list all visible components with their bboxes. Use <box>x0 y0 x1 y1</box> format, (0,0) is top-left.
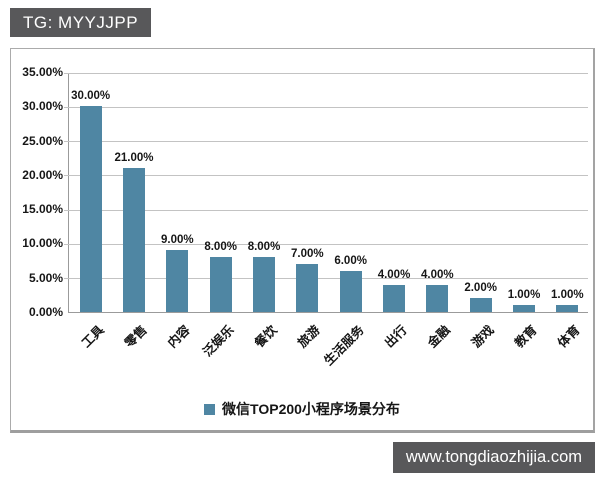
gridline <box>64 72 588 74</box>
bar-value-label: 4.00% <box>421 268 454 281</box>
y-tick-label: 20.00% <box>22 167 63 182</box>
y-tick-label: 25.00% <box>22 133 63 148</box>
gridline <box>64 278 588 280</box>
bar-value-label: 1.00% <box>507 289 541 302</box>
bar <box>469 298 492 312</box>
bar <box>209 257 232 312</box>
y-tick-label: 5.00% <box>28 270 63 285</box>
plot-area: 30.00% 21.00% 9.00% 8.00% 8.00% 7.00% 6.00% 4.0… <box>64 72 588 313</box>
y-tick-label: 35.00% <box>22 65 63 79</box>
bar-value-label: 6.00% <box>334 254 367 267</box>
legend: 微信TOP200小程序场景分布 <box>11 399 593 419</box>
bar <box>253 257 275 312</box>
bar-value-label: 8.00% <box>247 241 281 254</box>
y-tick-label: 30.00% <box>22 99 63 114</box>
source-tag: TG: MYYJJPP <box>10 8 152 37</box>
bar-value-label: 30.00% <box>71 90 111 103</box>
bar-value-label: 7.00% <box>291 248 324 260</box>
watermark: www.tongdiaozhijia.com <box>392 442 595 473</box>
bar <box>296 264 319 312</box>
bar-value-label: 2.00% <box>464 282 497 295</box>
gridline <box>64 209 588 211</box>
gridline <box>64 243 588 245</box>
gridline <box>64 175 588 177</box>
y-tick-label: 15.00% <box>22 202 63 217</box>
bar <box>513 305 535 312</box>
bar-value-label: 1.00% <box>551 289 584 302</box>
bar-value-label: 4.00% <box>377 268 411 281</box>
y-tick-label: 10.00% <box>22 236 63 251</box>
gridline <box>64 106 588 108</box>
bar <box>339 270 362 312</box>
legend-label: 微信TOP200小程序场景分布 <box>222 401 400 417</box>
bar <box>79 106 102 312</box>
bar-value-label: 8.00% <box>204 241 237 254</box>
bar <box>426 284 449 312</box>
bar <box>166 250 189 312</box>
bar <box>556 305 579 312</box>
bar-value-label: 21.00% <box>114 152 154 164</box>
bar <box>123 168 145 312</box>
bar <box>383 284 405 312</box>
legend-swatch-icon <box>204 403 216 415</box>
y-tick-label: 0.00% <box>28 305 63 319</box>
bar-value-label: 9.00% <box>161 234 194 247</box>
gridline <box>64 141 588 143</box>
chart-frame: 30.00% 21.00% 9.00% 8.00% 8.00% 7.00% 6.00% 4.0… <box>10 48 595 433</box>
